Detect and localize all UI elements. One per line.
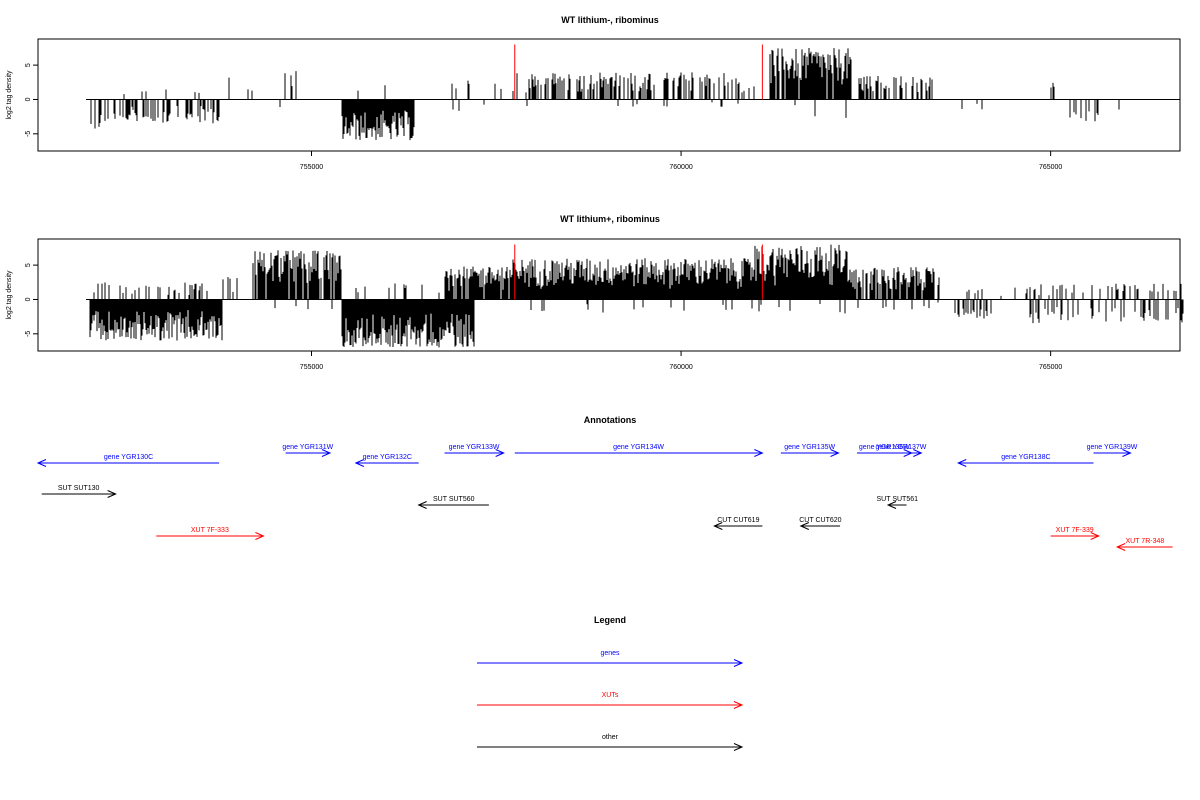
x-tick-label: 760000 [669,164,692,171]
y-tick-label: 5 [25,263,32,267]
annotation-arrow: gene YGR139W [1087,444,1138,457]
legend-label: XUTs [602,692,619,699]
panel-1-title: WT lithium-, ribominus [561,15,659,25]
legend-entry: other [477,734,744,751]
arrow-head [1122,449,1132,457]
x-tick-label: 765000 [1039,164,1062,171]
arrow-head [733,743,744,751]
annotation-arrow: gene YGR138C [957,454,1094,467]
legend-entry: genes [477,650,744,667]
annotation-label: gene YGR136W [859,444,910,451]
annotation-label: gene YGR130C [104,454,153,461]
arrow-head [913,449,923,457]
legend-items: genes XUTs other [477,650,744,751]
panel-2-frame [37,238,1181,352]
annotation-label: SUT SUT561 [877,496,919,503]
y-tick-label: 5 [25,63,32,67]
annotation-arrow: gene YGR131W [282,444,334,457]
annotation-label: gene YGR137W [876,444,927,451]
panel-1-bars [86,44,1180,141]
legend-panel: Legend genes XUTs other [477,615,744,751]
annotation-arrow: SUT SUT560 [417,496,489,509]
arrow-head [36,459,47,467]
annotation-arrow: gene YGR130C [36,454,220,467]
arrow-head [1090,532,1100,540]
y-tick-label: 0 [25,297,32,301]
legend-label: genes [600,650,620,657]
panel-1-frame [37,38,1181,152]
y-tick-label: -5 [25,331,32,337]
annotation-arrow: XUT 7F-333 [156,527,265,540]
panel-lithium-plus: WT lithium+, ribominus log2 tag density … [6,214,1184,371]
arrow-head [754,449,764,457]
annotation-arrow: CUT CUT620 [799,517,842,530]
legend-entry: XUTs [477,692,744,709]
arrow-head [713,522,723,530]
x-tick-label: 755000 [300,364,323,371]
annotation-items: gene YGR130C gene YGR131W gene YGR132C gene… [36,444,1173,551]
arrow-head [495,449,505,457]
annotation-label: XUT 7F-333 [191,527,229,534]
legend-title: Legend [594,615,626,625]
arrow-head [321,449,332,457]
panel-2-title: WT lithium+, ribominus [560,214,660,224]
annotation-arrow: CUT CUT619 [713,517,763,530]
annotation-arrow: gene YGR137W [876,444,927,457]
annotation-arrow: XUT 7F-339 [1050,527,1100,540]
arrow-head [799,522,810,530]
annotation-arrow: SUT SUT561 [877,496,919,509]
y-tick-label: -5 [25,131,32,137]
y-tick-label: 0 [25,97,32,101]
annotation-label: gene YGR133W [449,444,500,451]
panel-2-axes: 755000 760000 765000 -5 0 5 [25,263,1062,371]
annotations-title: Annotations [584,415,637,425]
annotation-label: SUT SUT560 [433,496,475,503]
annotation-arrow: SUT SUT130 [41,485,117,498]
panel-1-y-axis-label: log2 tag density [6,70,13,120]
arrow-head [417,501,427,509]
annotation-label: XUT 7F-339 [1056,527,1094,534]
annotation-label: CUT CUT620 [799,517,841,524]
arrow-head [957,459,967,467]
annotation-label: XUT 7R-348 [1125,538,1164,545]
arrow-head [733,659,744,667]
arrow-head [107,490,117,498]
panel-1-axes: 755000 760000 765000 -5 0 5 [25,63,1062,171]
annotation-label: gene YGR131W [282,444,333,451]
annotation-arrow: gene YGR135W [780,444,840,457]
arrow-head [354,459,365,467]
annotation-arrow: gene YGR132C [354,454,419,467]
annotation-label: gene YGR134W [613,444,664,451]
panel-2-bars [86,244,1184,348]
arrow-head [733,701,744,709]
annotation-arrow: gene YGR134W [514,444,764,457]
annotation-label: SUT SUT130 [58,485,100,492]
annotation-label: gene YGR139W [1087,444,1138,451]
annotation-label: gene YGR132C [363,454,412,461]
x-tick-label: 765000 [1039,364,1062,371]
arrow-head [830,449,840,457]
arrow-head [886,501,897,509]
legend-label: other [602,734,619,741]
arrow-head [1115,543,1126,551]
annotation-label: gene YGR138C [1001,454,1050,461]
annotation-arrow: gene YGR133W [444,444,505,457]
x-tick-label: 760000 [669,364,692,371]
annotation-arrow: XUT 7R-348 [1115,538,1173,551]
annotation-label: CUT CUT619 [717,517,759,524]
panel-lithium-minus: WT lithium-, ribominus log2 tag density … [6,15,1181,171]
panel-2-y-axis-label: log2 tag density [6,270,13,320]
annotation-label: gene YGR135W [784,444,835,451]
x-tick-label: 755000 [300,164,323,171]
arrow-head [255,532,265,540]
